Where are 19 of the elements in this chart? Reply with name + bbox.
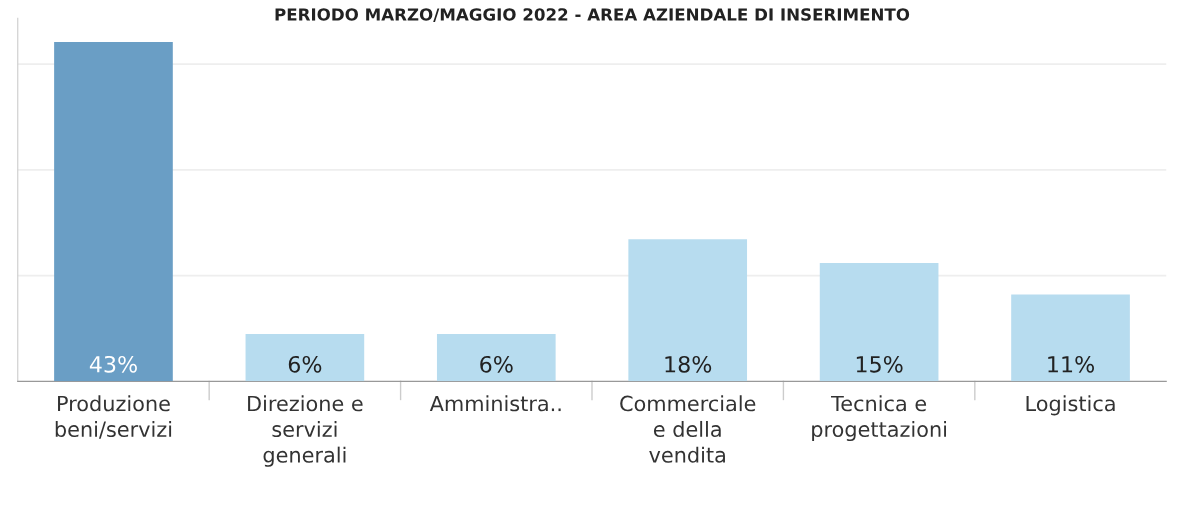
data-label: 11% (1048, 355, 1094, 373)
x-tick-label: Produzione beni/servizi (55, 395, 172, 439)
x-tick-label: Direzione e servizi generali (248, 395, 363, 467)
data-label: 18% (665, 355, 712, 373)
bar (628, 239, 748, 382)
data-label: 15% (856, 355, 903, 373)
data-label: 6% (288, 355, 322, 373)
bar (1011, 294, 1130, 382)
x-tick-label: Logistica (1026, 395, 1115, 416)
bar (54, 42, 173, 382)
chart-title: PERIODO MARZO/MAGGIO 2022 - AREA AZIENDALE DI INSERIMENTO (275, 8, 910, 23)
bar (245, 334, 365, 382)
x-tick-label: Amministra.. (429, 395, 561, 412)
data-label: 43% (89, 355, 137, 373)
bar (436, 334, 556, 382)
x-tick-label: Commerciale e della vendita (620, 395, 756, 463)
data-label: 6% (480, 355, 513, 373)
x-tick-label: Tecnica e progettazioni (812, 395, 946, 442)
bar (819, 263, 939, 382)
